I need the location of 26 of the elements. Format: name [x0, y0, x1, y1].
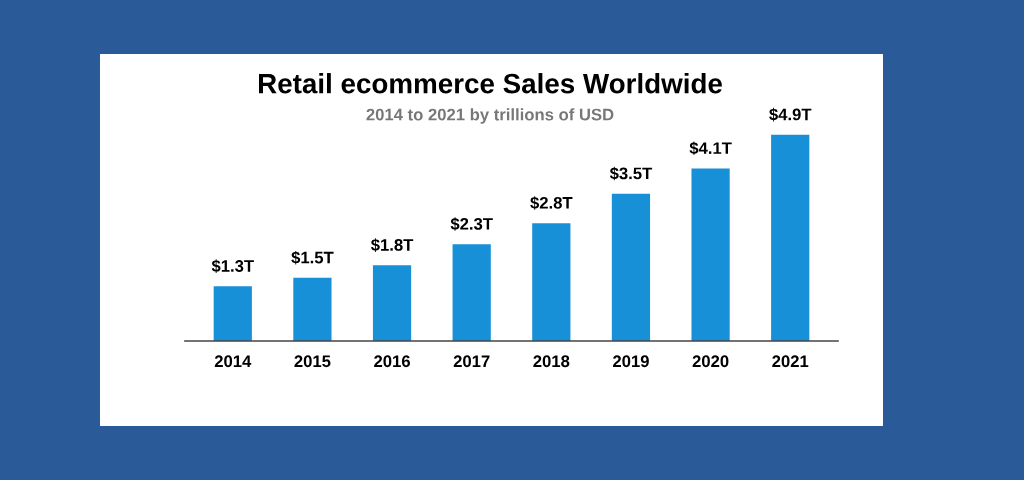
bar — [293, 277, 332, 341]
data-label: $1.3T — [211, 259, 254, 273]
x-tick-label: 2019 — [612, 355, 649, 368]
x-tick-label: 2021 — [772, 355, 809, 368]
bar — [213, 286, 252, 341]
data-label: $1.5T — [291, 250, 334, 265]
bar — [452, 244, 491, 341]
chart-title: Retail ecommerce Sales Worldwide — [259, 73, 722, 94]
data-label: $4.9T — [769, 107, 812, 122]
bar — [691, 168, 730, 341]
chart-subtitle: 2014 to 2021 by trillions of USD — [366, 108, 614, 124]
x-tick-label: 2020 — [692, 355, 729, 368]
data-label: $2.3T — [450, 217, 493, 231]
x-tick-label: 2018 — [533, 355, 570, 368]
data-label: $1.8T — [370, 238, 414, 252]
x-tick-label: 2016 — [374, 355, 410, 368]
bar — [372, 265, 412, 341]
data-label: $2.8T — [530, 196, 573, 210]
bar — [611, 193, 651, 341]
x-tick-label: 2015 — [294, 355, 331, 368]
bar — [532, 223, 571, 341]
data-label: $4.1T — [689, 141, 732, 156]
bar — [771, 134, 810, 341]
x-tick-label: 2014 — [214, 355, 252, 368]
data-label: $3.5T — [609, 166, 653, 181]
x-tick-label: 2017 — [453, 355, 490, 368]
